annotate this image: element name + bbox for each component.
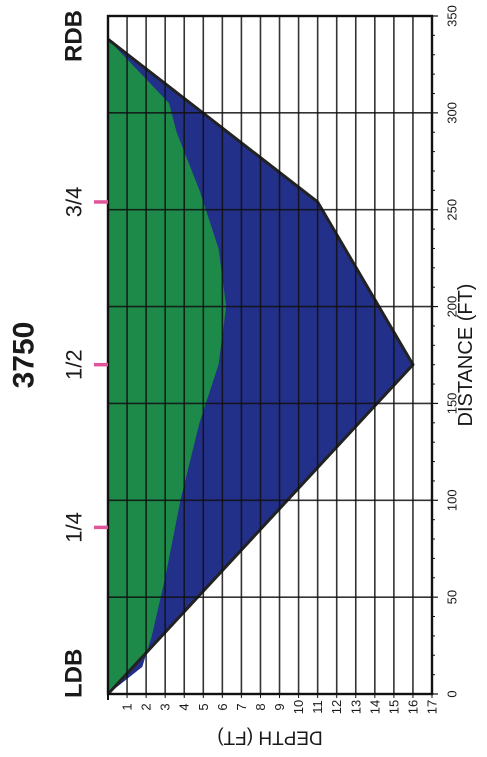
tick-labels: 1 2 3 4 5 6 7 8 9 10 11 12 13 14 15 16 17050100150200250…: [120, 5, 460, 714]
depth-tick-17: 17: [425, 700, 440, 714]
distance-tick-300: 300: [445, 102, 460, 124]
depth-tick-1: 1: [120, 703, 135, 710]
distance-tick-150: 150: [445, 393, 460, 415]
chart-title: 3750: [8, 322, 41, 389]
distance-tick-100: 100: [445, 489, 460, 511]
distance-tick-250: 250: [445, 199, 460, 221]
station-markers: 1/4 1/2 3/4: [62, 187, 108, 543]
depth-tick-4: 4: [177, 703, 192, 710]
x-axis-label: DISTANCE (FT): [455, 284, 477, 427]
depth-tick-8: 8: [253, 703, 268, 710]
depth-tick-15: 15: [386, 700, 401, 714]
depth-tick-6: 6: [215, 703, 230, 710]
distance-tick-50: 50: [445, 590, 460, 604]
bank-label-left: LDB: [61, 649, 88, 698]
bank-label-right: RDB: [61, 10, 88, 62]
depth-tick-10: 10: [291, 700, 306, 714]
distance-tick-0: 0: [445, 690, 460, 697]
depth-tick-3: 3: [158, 703, 173, 710]
depth-tick-12: 12: [329, 700, 344, 714]
depth-tick-13: 13: [348, 700, 363, 714]
plot-frame: [106, 14, 434, 700]
distance-tick-200: 200: [445, 296, 460, 318]
grid-lines: [108, 16, 432, 694]
distance-tick-350: 350: [445, 5, 460, 27]
depth-tick-5: 5: [196, 703, 211, 710]
plot-border: [106, 14, 434, 696]
depth-tick-2: 2: [139, 703, 154, 710]
depth-tick-16: 16: [405, 700, 420, 714]
station-label-1-2: 1/2: [62, 349, 87, 380]
depth-tick-7: 7: [234, 703, 249, 710]
depth-tick-9: 9: [272, 703, 287, 710]
station-label-3-4: 3/4: [62, 187, 87, 218]
depth-tick-14: 14: [367, 700, 382, 714]
station-label-1-4: 1/4: [62, 512, 87, 543]
y-axis-label: DEPTH (FT): [217, 727, 323, 748]
depth-tick-11: 11: [310, 700, 325, 714]
